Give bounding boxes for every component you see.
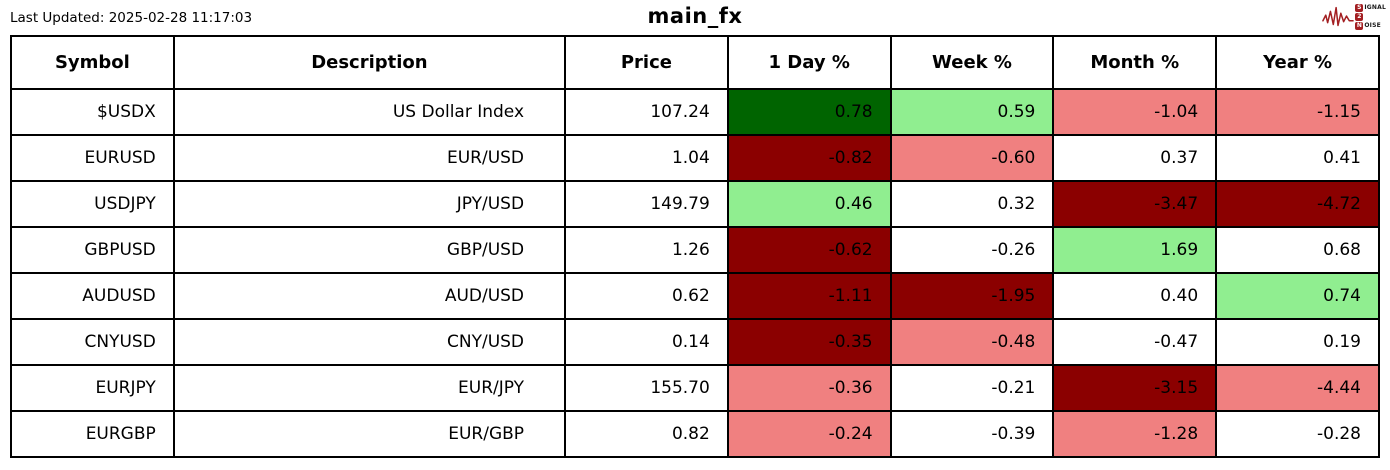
day-change-cell: -0.36: [726, 364, 892, 412]
year-change-cell: 0.74: [1215, 272, 1380, 320]
top-bar: Last Updated: 2025-02-28 11:17:03 main_f…: [0, 0, 1390, 35]
symbol-cell: EURGBP: [10, 410, 175, 458]
signal2noise-logo: S IGNAL 2 N OISE: [1322, 4, 1386, 30]
day-change-cell: -0.24: [726, 410, 892, 458]
col-header-month-pct: Month %: [1052, 35, 1218, 90]
year-change-cell: -0.28: [1215, 410, 1380, 458]
week-change-cell: -0.60: [889, 134, 1055, 182]
table-row: GBPUSD GBP/USD 1.26 -0.62 -0.26 1.69 0.6…: [10, 226, 1380, 274]
year-change-cell: 0.41: [1215, 134, 1380, 182]
symbol-cell: USDJPY: [10, 180, 175, 228]
col-header-year-pct: Year %: [1215, 35, 1380, 90]
table-header-row: Symbol Description Price 1 Day % Week % …: [10, 35, 1380, 90]
year-change-cell: -4.72: [1215, 180, 1380, 228]
logo-line-2: 2: [1355, 13, 1386, 21]
waveform-icon: [1322, 6, 1355, 27]
month-change-cell: 0.37: [1052, 134, 1218, 182]
col-header-1day-pct: 1 Day %: [726, 35, 892, 90]
price-cell: 155.70: [564, 364, 729, 412]
table-row: AUDUSD AUD/USD 0.62 -1.11 -1.95 0.40 0.7…: [10, 272, 1380, 320]
price-cell: 107.24: [564, 88, 729, 136]
year-change-cell: 0.68: [1215, 226, 1380, 274]
symbol-cell: GBPUSD: [10, 226, 175, 274]
last-updated-timestamp: Last Updated: 2025-02-28 11:17:03: [10, 10, 253, 26]
symbol-cell: AUDUSD: [10, 272, 175, 320]
month-change-cell: 0.40: [1052, 272, 1218, 320]
table-row: EURJPY EUR/JPY 155.70 -0.36 -0.21 -3.15 …: [10, 364, 1380, 412]
week-change-cell: 0.59: [889, 88, 1055, 136]
description-cell: GBP/USD: [172, 226, 567, 274]
price-cell: 1.26: [564, 226, 729, 274]
year-change-cell: -1.15: [1215, 88, 1380, 136]
month-change-cell: -1.04: [1052, 88, 1218, 136]
col-header-symbol: Symbol: [10, 35, 175, 90]
day-change-cell: 0.78: [726, 88, 892, 136]
description-cell: US Dollar Index: [172, 88, 567, 136]
day-change-cell: -1.11: [726, 272, 892, 320]
logo-text-ignal: IGNAL: [1364, 4, 1386, 11]
description-cell: EUR/GBP: [172, 410, 567, 458]
logo-line-noise: N OISE: [1355, 22, 1386, 30]
description-cell: AUD/USD: [172, 272, 567, 320]
day-change-cell: 0.46: [726, 180, 892, 228]
logo-line-signal: S IGNAL: [1355, 4, 1386, 12]
week-change-cell: 0.32: [889, 180, 1055, 228]
fx-table: Symbol Description Price 1 Day % Week % …: [10, 35, 1380, 458]
table-row: $USDX US Dollar Index 107.24 0.78 0.59 -…: [10, 88, 1380, 136]
logo-badge-s: S: [1355, 4, 1364, 12]
week-change-cell: -0.21: [889, 364, 1055, 412]
price-cell: 0.62: [564, 272, 729, 320]
week-change-cell: -0.48: [889, 318, 1055, 366]
week-change-cell: -0.26: [889, 226, 1055, 274]
table-row: CNYUSD CNY/USD 0.14 -0.35 -0.48 -0.47 0.…: [10, 318, 1380, 366]
logo-text: S IGNAL 2 N OISE: [1355, 4, 1386, 30]
week-change-cell: -0.39: [889, 410, 1055, 458]
description-cell: JPY/USD: [172, 180, 567, 228]
month-change-cell: 1.69: [1052, 226, 1218, 274]
col-header-description: Description: [172, 35, 567, 90]
month-change-cell: -3.15: [1052, 364, 1218, 412]
symbol-cell: EURJPY: [10, 364, 175, 412]
symbol-cell: EURUSD: [10, 134, 175, 182]
year-change-cell: -4.44: [1215, 364, 1380, 412]
price-cell: 149.79: [564, 180, 729, 228]
description-cell: EUR/USD: [172, 134, 567, 182]
month-change-cell: -1.28: [1052, 410, 1218, 458]
day-change-cell: -0.62: [726, 226, 892, 274]
logo-badge-n: N: [1355, 22, 1364, 30]
day-change-cell: -0.35: [726, 318, 892, 366]
price-cell: 1.04: [564, 134, 729, 182]
price-cell: 0.14: [564, 318, 729, 366]
symbol-cell: CNYUSD: [10, 318, 175, 366]
year-change-cell: 0.19: [1215, 318, 1380, 366]
week-change-cell: -1.95: [889, 272, 1055, 320]
table-row: EURUSD EUR/USD 1.04 -0.82 -0.60 0.37 0.4…: [10, 134, 1380, 182]
day-change-cell: -0.82: [726, 134, 892, 182]
col-header-week-pct: Week %: [889, 35, 1055, 90]
month-change-cell: -3.47: [1052, 180, 1218, 228]
page-title: main_fx: [647, 4, 743, 28]
description-cell: EUR/JPY: [172, 364, 567, 412]
logo-text-oise: OISE: [1364, 22, 1381, 29]
symbol-cell: $USDX: [10, 88, 175, 136]
price-cell: 0.82: [564, 410, 729, 458]
logo-badge-2: 2: [1355, 13, 1364, 21]
description-cell: CNY/USD: [172, 318, 567, 366]
month-change-cell: -0.47: [1052, 318, 1218, 366]
table-row: USDJPY JPY/USD 149.79 0.46 0.32 -3.47 -4…: [10, 180, 1380, 228]
table-row: EURGBP EUR/GBP 0.82 -0.24 -0.39 -1.28 -0…: [10, 410, 1380, 458]
col-header-price: Price: [564, 35, 729, 90]
